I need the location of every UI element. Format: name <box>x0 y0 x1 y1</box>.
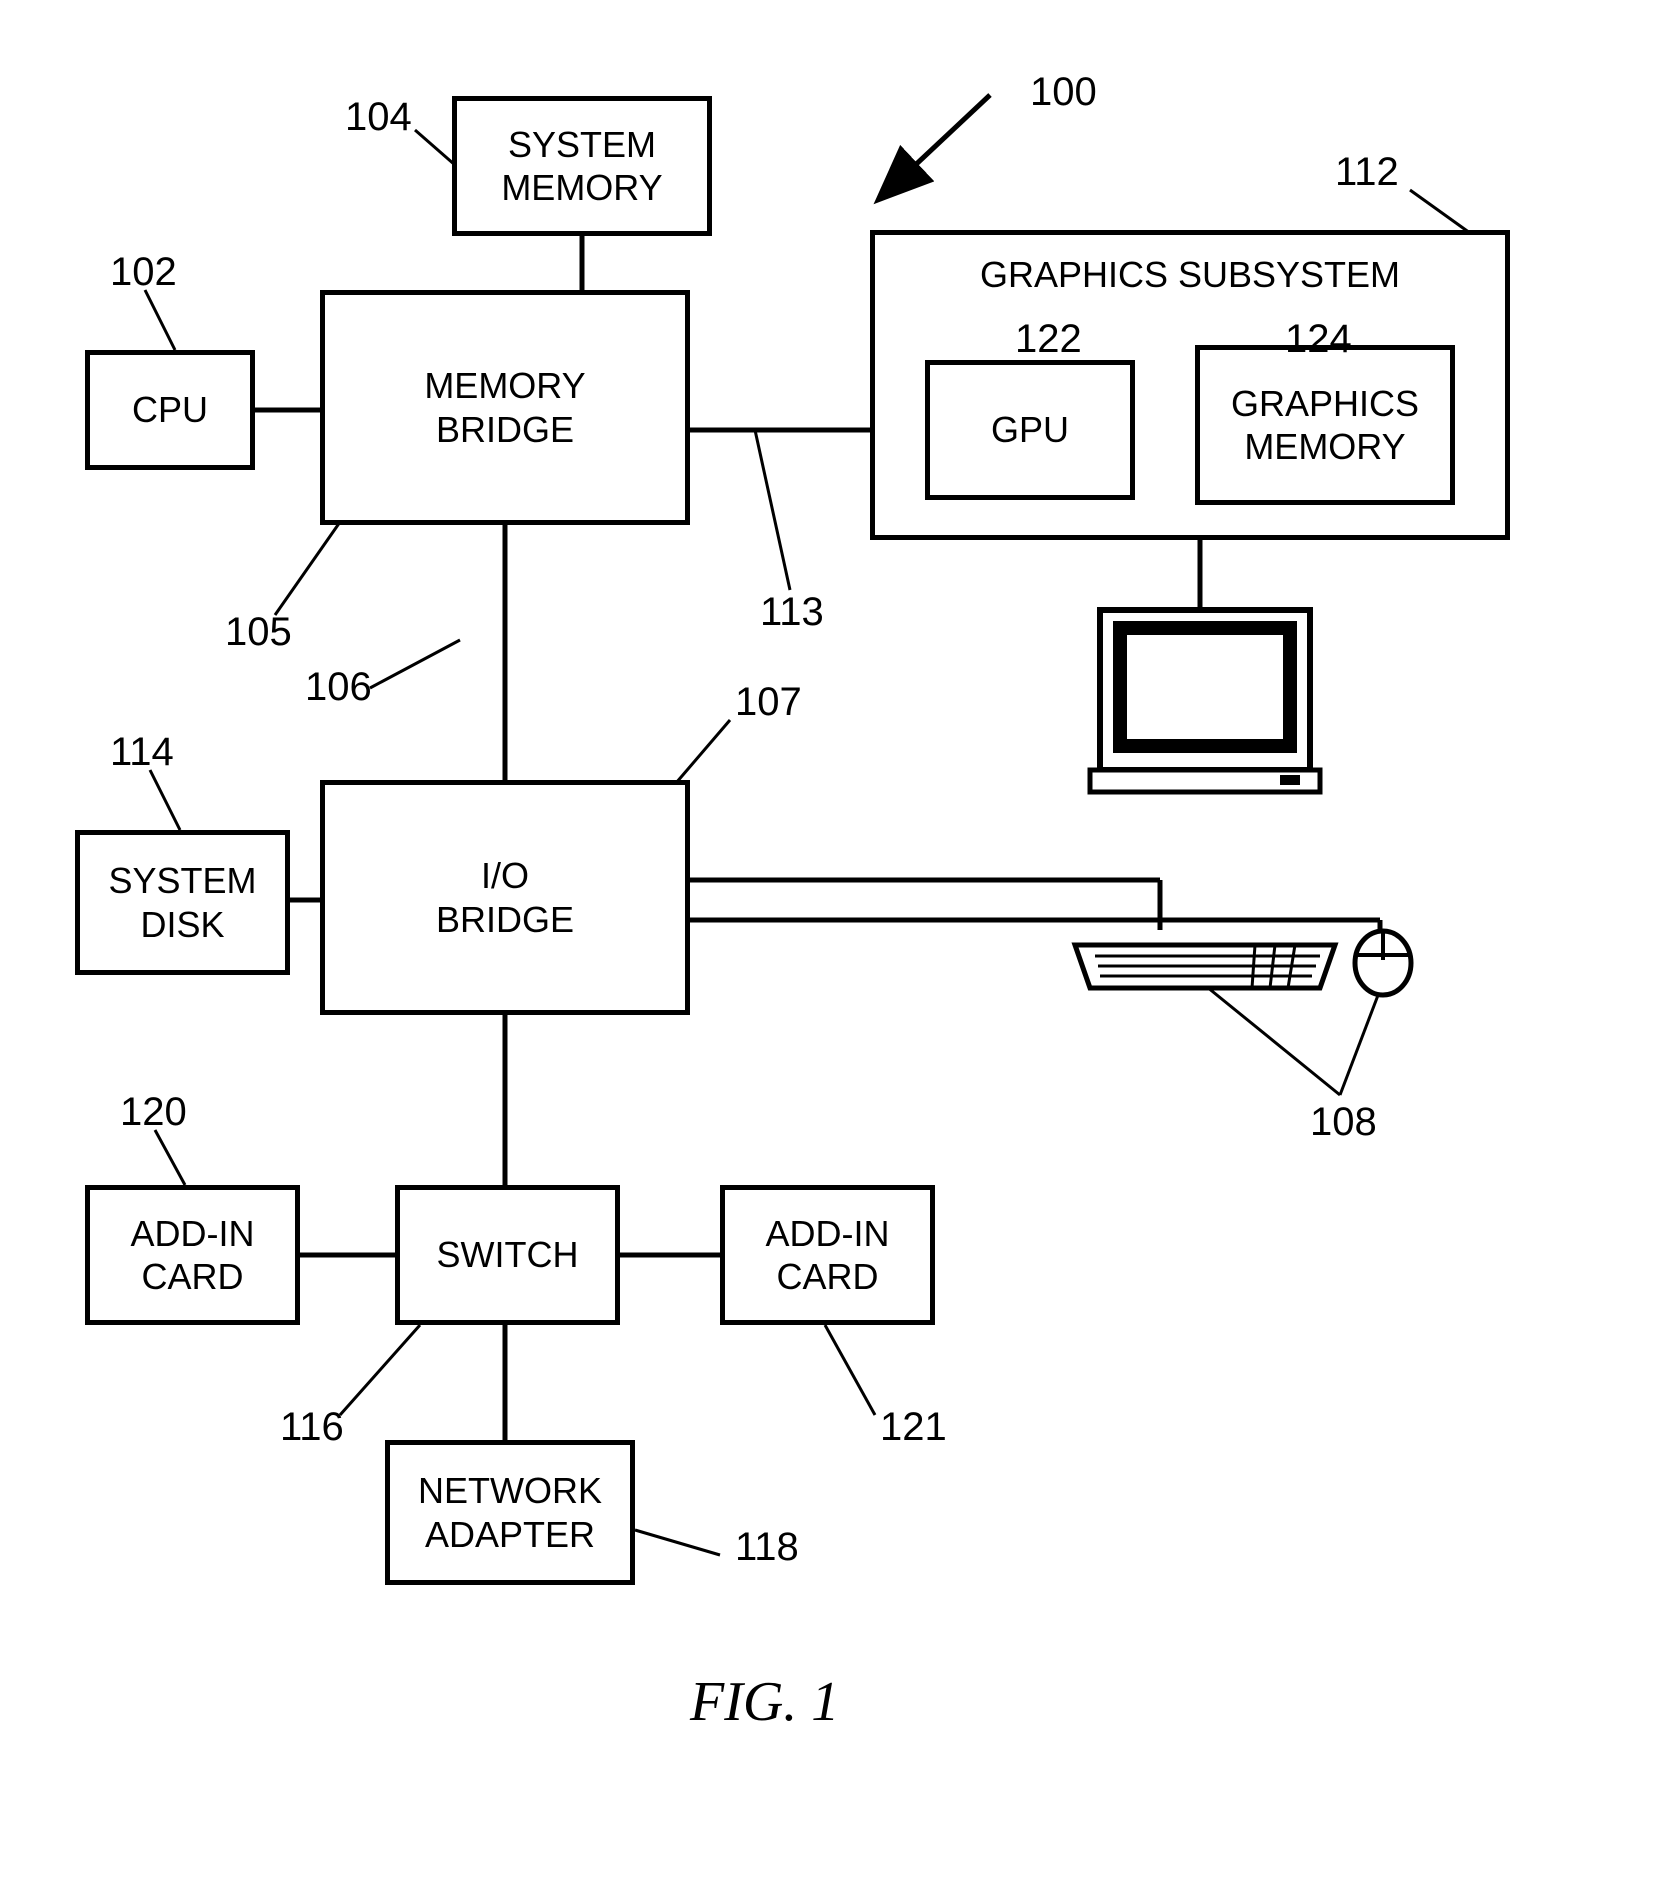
ref-106: 106 <box>305 665 372 710</box>
label: GRAPHICS SUBSYSTEM <box>980 253 1400 296</box>
node-gpu: GPU <box>925 360 1135 500</box>
ref-118: 118 <box>735 1525 799 1570</box>
node-io-bridge: I/OBRIDGE <box>320 780 690 1015</box>
label: I/OBRIDGE <box>436 854 574 940</box>
node-network-adapter: NETWORKADAPTER <box>385 1440 635 1585</box>
ref-120: 120 <box>120 1090 187 1135</box>
ref-102: 102 <box>110 250 177 295</box>
ref-105: 105 <box>225 610 292 655</box>
ref-108: 108 <box>1310 1100 1377 1145</box>
label: MEMORYBRIDGE <box>424 364 585 450</box>
label: ADD-INCARD <box>766 1212 890 1298</box>
ref-121: 121 <box>880 1405 947 1450</box>
node-cpu: CPU <box>85 350 255 470</box>
node-graphics-memory: GRAPHICSMEMORY <box>1195 345 1455 505</box>
ref-112: 112 <box>1335 150 1399 195</box>
node-addin-right: ADD-INCARD <box>720 1185 935 1325</box>
node-addin-left: ADD-INCARD <box>85 1185 300 1325</box>
label: GRAPHICSMEMORY <box>1231 382 1419 468</box>
ref-114: 114 <box>110 730 174 775</box>
mouse-icon <box>1355 931 1411 995</box>
label: CPU <box>132 388 208 431</box>
label: ADD-INCARD <box>131 1212 255 1298</box>
ref-104: 104 <box>345 95 412 140</box>
diagram-canvas: SYSTEMMEMORY CPU MEMORYBRIDGE GRAPHICS S… <box>0 0 1662 1902</box>
label: SYSTEMDISK <box>108 859 256 945</box>
node-switch: SWITCH <box>395 1185 620 1325</box>
figure-label: FIG. 1 <box>690 1670 839 1734</box>
label: SWITCH <box>437 1233 579 1276</box>
ref-124: 124 <box>1285 317 1352 362</box>
ref-116: 116 <box>280 1405 344 1450</box>
ref-107: 107 <box>735 680 802 725</box>
node-system-memory: SYSTEMMEMORY <box>452 96 712 236</box>
monitor-icon <box>1090 610 1320 792</box>
ref-100: 100 <box>1030 70 1097 115</box>
label: SYSTEMMEMORY <box>501 123 662 209</box>
keyboard-icon <box>1075 945 1335 988</box>
node-system-disk: SYSTEMDISK <box>75 830 290 975</box>
label: NETWORKADAPTER <box>418 1469 602 1555</box>
ref-122: 122 <box>1015 317 1082 362</box>
label: GPU <box>991 408 1069 451</box>
node-memory-bridge: MEMORYBRIDGE <box>320 290 690 525</box>
ref-113: 113 <box>760 590 824 635</box>
